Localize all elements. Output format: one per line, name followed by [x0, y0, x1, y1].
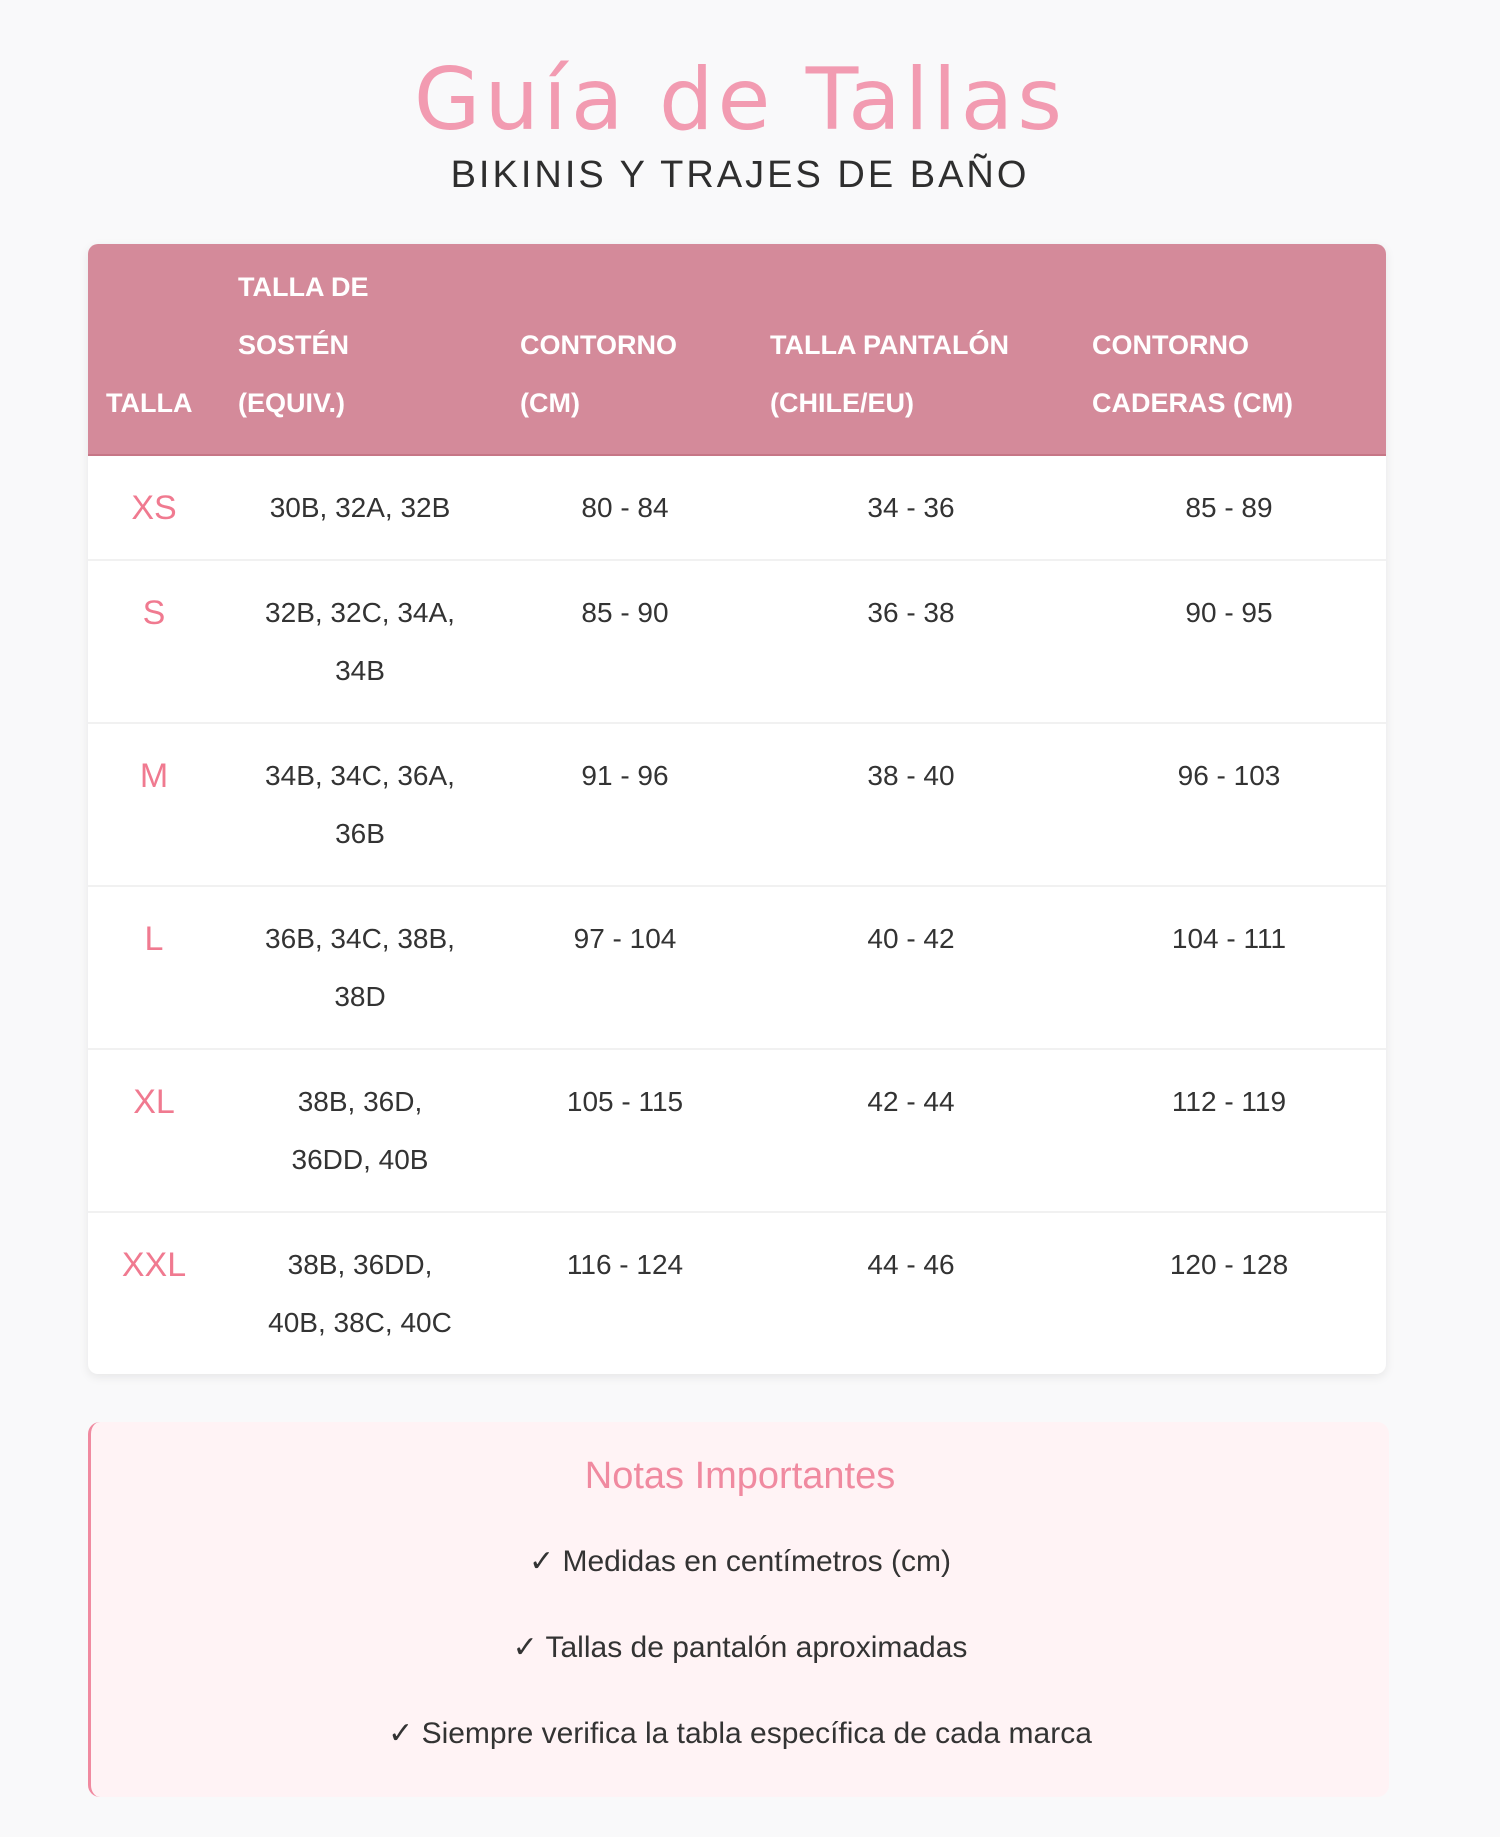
bra-size-cell: 34B, 34C, 36A, 36B [220, 723, 500, 887]
size-cell: XS [88, 455, 220, 561]
bra-size-cell: 30B, 32A, 32B [220, 455, 500, 561]
table-row: S 32B, 32C, 34A, 34B 85 - 90 36 - 38 90 - 95 [88, 560, 1386, 724]
note-item: ✓ Siempre verifica la tabla específica d… [388, 1717, 1092, 1750]
notes-title: Notas Importantes [584, 1455, 896, 1497]
size-cell: XL [88, 1049, 220, 1213]
table-header-row: TALLA TALLA DE SOSTÉN (EQUIV.) CONTORNO … [88, 244, 1386, 456]
pants-size-cell: 44 - 46 [750, 1212, 1072, 1374]
hips-contour-cell: 112 - 119 [1072, 1049, 1386, 1213]
column-header-size: TALLA [88, 244, 220, 456]
table-row: M 34B, 34C, 36A, 36B 91 - 96 38 - 40 96 - 10… [88, 723, 1386, 887]
contour-cell: 91 - 96 [500, 723, 750, 887]
column-header-contour: CONTORNO (CM) [500, 244, 750, 456]
column-header-bra: TALLA DE SOSTÉN (EQUIV.) [220, 244, 500, 456]
size-cell: L [88, 886, 220, 1050]
pants-size-cell: 40 - 42 [750, 886, 1072, 1050]
contour-cell: 97 - 104 [500, 886, 750, 1050]
column-header-pants: TALLA PANTALÓN (CHILE/EU) [750, 244, 1072, 456]
table-row: XS 30B, 32A, 32B 80 - 84 34 - 36 85 - 89 [88, 455, 1386, 561]
hips-contour-cell: 85 - 89 [1072, 455, 1386, 561]
bra-size-cell: 36B, 34C, 38B, 38D [220, 886, 500, 1050]
size-cell: M [88, 723, 220, 887]
notes-box: Notas Importantes ✓ Medidas en centímetr… [88, 1422, 1389, 1797]
bra-size-cell: 32B, 32C, 34A, 34B [220, 560, 500, 724]
size-cell: XXL [88, 1212, 220, 1374]
column-header-hips: CONTORNO CADERAS (CM) [1072, 244, 1386, 456]
size-table-card: TALLA TALLA DE SOSTÉN (EQUIV.) CONTORNO … [88, 244, 1386, 1374]
size-table: TALLA TALLA DE SOSTÉN (EQUIV.) CONTORNO … [88, 244, 1386, 1374]
contour-cell: 80 - 84 [500, 455, 750, 561]
hips-contour-cell: 104 - 111 [1072, 886, 1386, 1050]
contour-cell: 85 - 90 [500, 560, 750, 724]
contour-cell: 105 - 115 [500, 1049, 750, 1213]
pants-size-cell: 42 - 44 [750, 1049, 1072, 1213]
hips-contour-cell: 120 - 128 [1072, 1212, 1386, 1374]
note-item: ✓ Tallas de pantalón aproximadas [512, 1631, 968, 1664]
size-cell: S [88, 560, 220, 724]
note-item: ✓ Medidas en centímetros (cm) [529, 1545, 951, 1578]
table-row: L 36B, 34C, 38B, 38D 97 - 104 40 - 42 104 - … [88, 886, 1386, 1050]
pants-size-cell: 38 - 40 [750, 723, 1072, 887]
page-subtitle: BIKINIS Y TRAJES DE BAÑO [450, 154, 1030, 196]
pants-size-cell: 34 - 36 [750, 455, 1072, 561]
contour-cell: 116 - 124 [500, 1212, 750, 1374]
page-title: Guía de Tallas [413, 50, 1067, 150]
table-row: XXL 38B, 36DD, 40B, 38C, 40C 116 - 124 44 -… [88, 1212, 1386, 1374]
bra-size-cell: 38B, 36D, 36DD, 40B [220, 1049, 500, 1213]
hips-contour-cell: 96 - 103 [1072, 723, 1386, 887]
pants-size-cell: 36 - 38 [750, 560, 1072, 724]
hips-contour-cell: 90 - 95 [1072, 560, 1386, 724]
table-row: XL 38B, 36D, 36DD, 40B 105 - 115 42 - 44 112… [88, 1049, 1386, 1213]
bra-size-cell: 38B, 36DD, 40B, 38C, 40C [220, 1212, 500, 1374]
